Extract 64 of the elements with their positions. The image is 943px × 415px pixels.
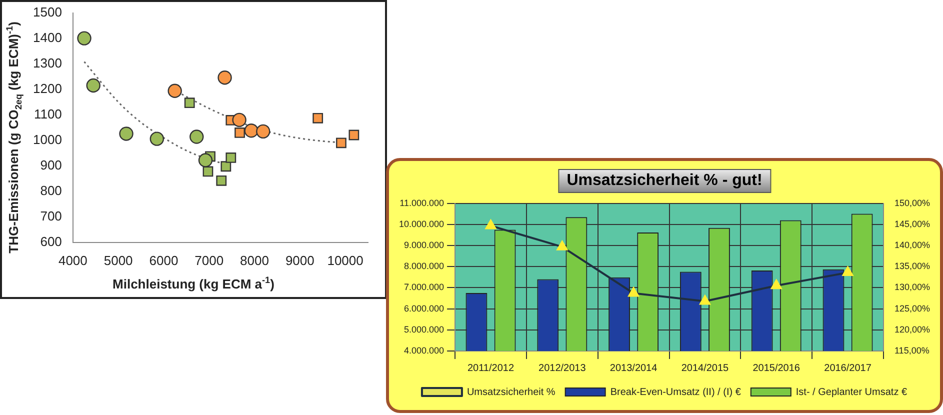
x-axis-title: Milchleistung (kg ECM a$^{-1}$)	[112, 275, 276, 292]
x-tick-label: 8000	[240, 252, 269, 268]
y-tick-label: 6.000.000	[404, 303, 444, 314]
point	[202, 166, 214, 177]
y-tick-label: 7.000.000	[404, 282, 444, 292]
x-tick-label: 2012/2013	[538, 362, 586, 374]
point	[312, 112, 324, 124]
y2-tick-label: 140,00%	[894, 240, 930, 250]
y2-tick-label: 135,00%	[894, 261, 930, 272]
point	[348, 130, 360, 140]
y-tick-label: 11.000.000	[400, 198, 444, 208]
y-tick-label: 700	[40, 208, 62, 224]
point	[77, 31, 92, 46]
point	[190, 130, 204, 144]
point	[184, 98, 195, 108]
y2-tick-label: 125,00%	[894, 303, 930, 314]
x-tick-label: 9000	[285, 252, 314, 268]
x-tick-label: 7000	[194, 252, 224, 268]
y-tick-label: 1100	[34, 106, 62, 122]
point	[150, 132, 164, 146]
y-tick-label: 900	[40, 157, 62, 172]
y-tick-label: 1200	[33, 80, 62, 96]
point	[220, 161, 232, 172]
y-tick-label: 5.000.000	[404, 324, 444, 334]
point	[244, 124, 258, 138]
x-tick-label: 2016/2017	[824, 362, 872, 374]
x-tick-label: 5000	[104, 252, 133, 268]
point	[86, 78, 100, 93]
x-tick-label: 2014/2015	[681, 362, 730, 374]
legend-label: Ist- / Geplanter Umsatz €	[796, 386, 908, 398]
y-tick-label: 1400	[33, 30, 62, 45]
y-tick-label: 10.000.000	[398, 218, 444, 229]
x-tick-label: 2011/2012	[467, 362, 514, 374]
point	[234, 128, 245, 138]
x-tick-label: 6000	[149, 252, 178, 268]
point	[119, 126, 134, 141]
x-tick-label: 2013/2014	[610, 362, 658, 374]
x-tick-label: 4000	[58, 252, 88, 268]
point	[198, 153, 213, 168]
y-tick-label: 9.000.000	[404, 240, 444, 250]
point	[168, 84, 182, 98]
y-tick-label: 4.000.000	[404, 345, 444, 356]
x-tick-label: 2015/2016	[752, 362, 800, 374]
point	[232, 112, 246, 128]
y2-tick-label: 130,00%	[894, 282, 930, 292]
y-tick-label: 8.000.000	[404, 261, 444, 272]
y-tick-label: 1300	[33, 55, 62, 70]
y2-tick-label: 115,00%	[894, 345, 930, 356]
point	[256, 124, 270, 139]
point	[218, 70, 232, 85]
y-tick-label: 1000	[33, 132, 62, 147]
legend-label: Umsatzsicherheit %	[466, 386, 556, 398]
x-tick-label: 10000	[327, 252, 364, 268]
point	[226, 152, 236, 163]
chart-title: Umsatzsicherheit % - gut!	[558, 169, 772, 193]
point	[216, 175, 227, 186]
y-tick-label: 600	[40, 234, 62, 249]
point	[336, 138, 346, 148]
y2-tick-label: 150,00%	[894, 198, 930, 208]
y2-tick-label: 120,00%	[894, 324, 930, 334]
y2-tick-label: 145,00%	[894, 218, 930, 229]
y-tick-label: 1500	[33, 4, 62, 20]
legend-label: Break-Even-Umsatz (II) / (I) €	[610, 386, 742, 398]
y-tick-label: 800	[40, 182, 62, 198]
